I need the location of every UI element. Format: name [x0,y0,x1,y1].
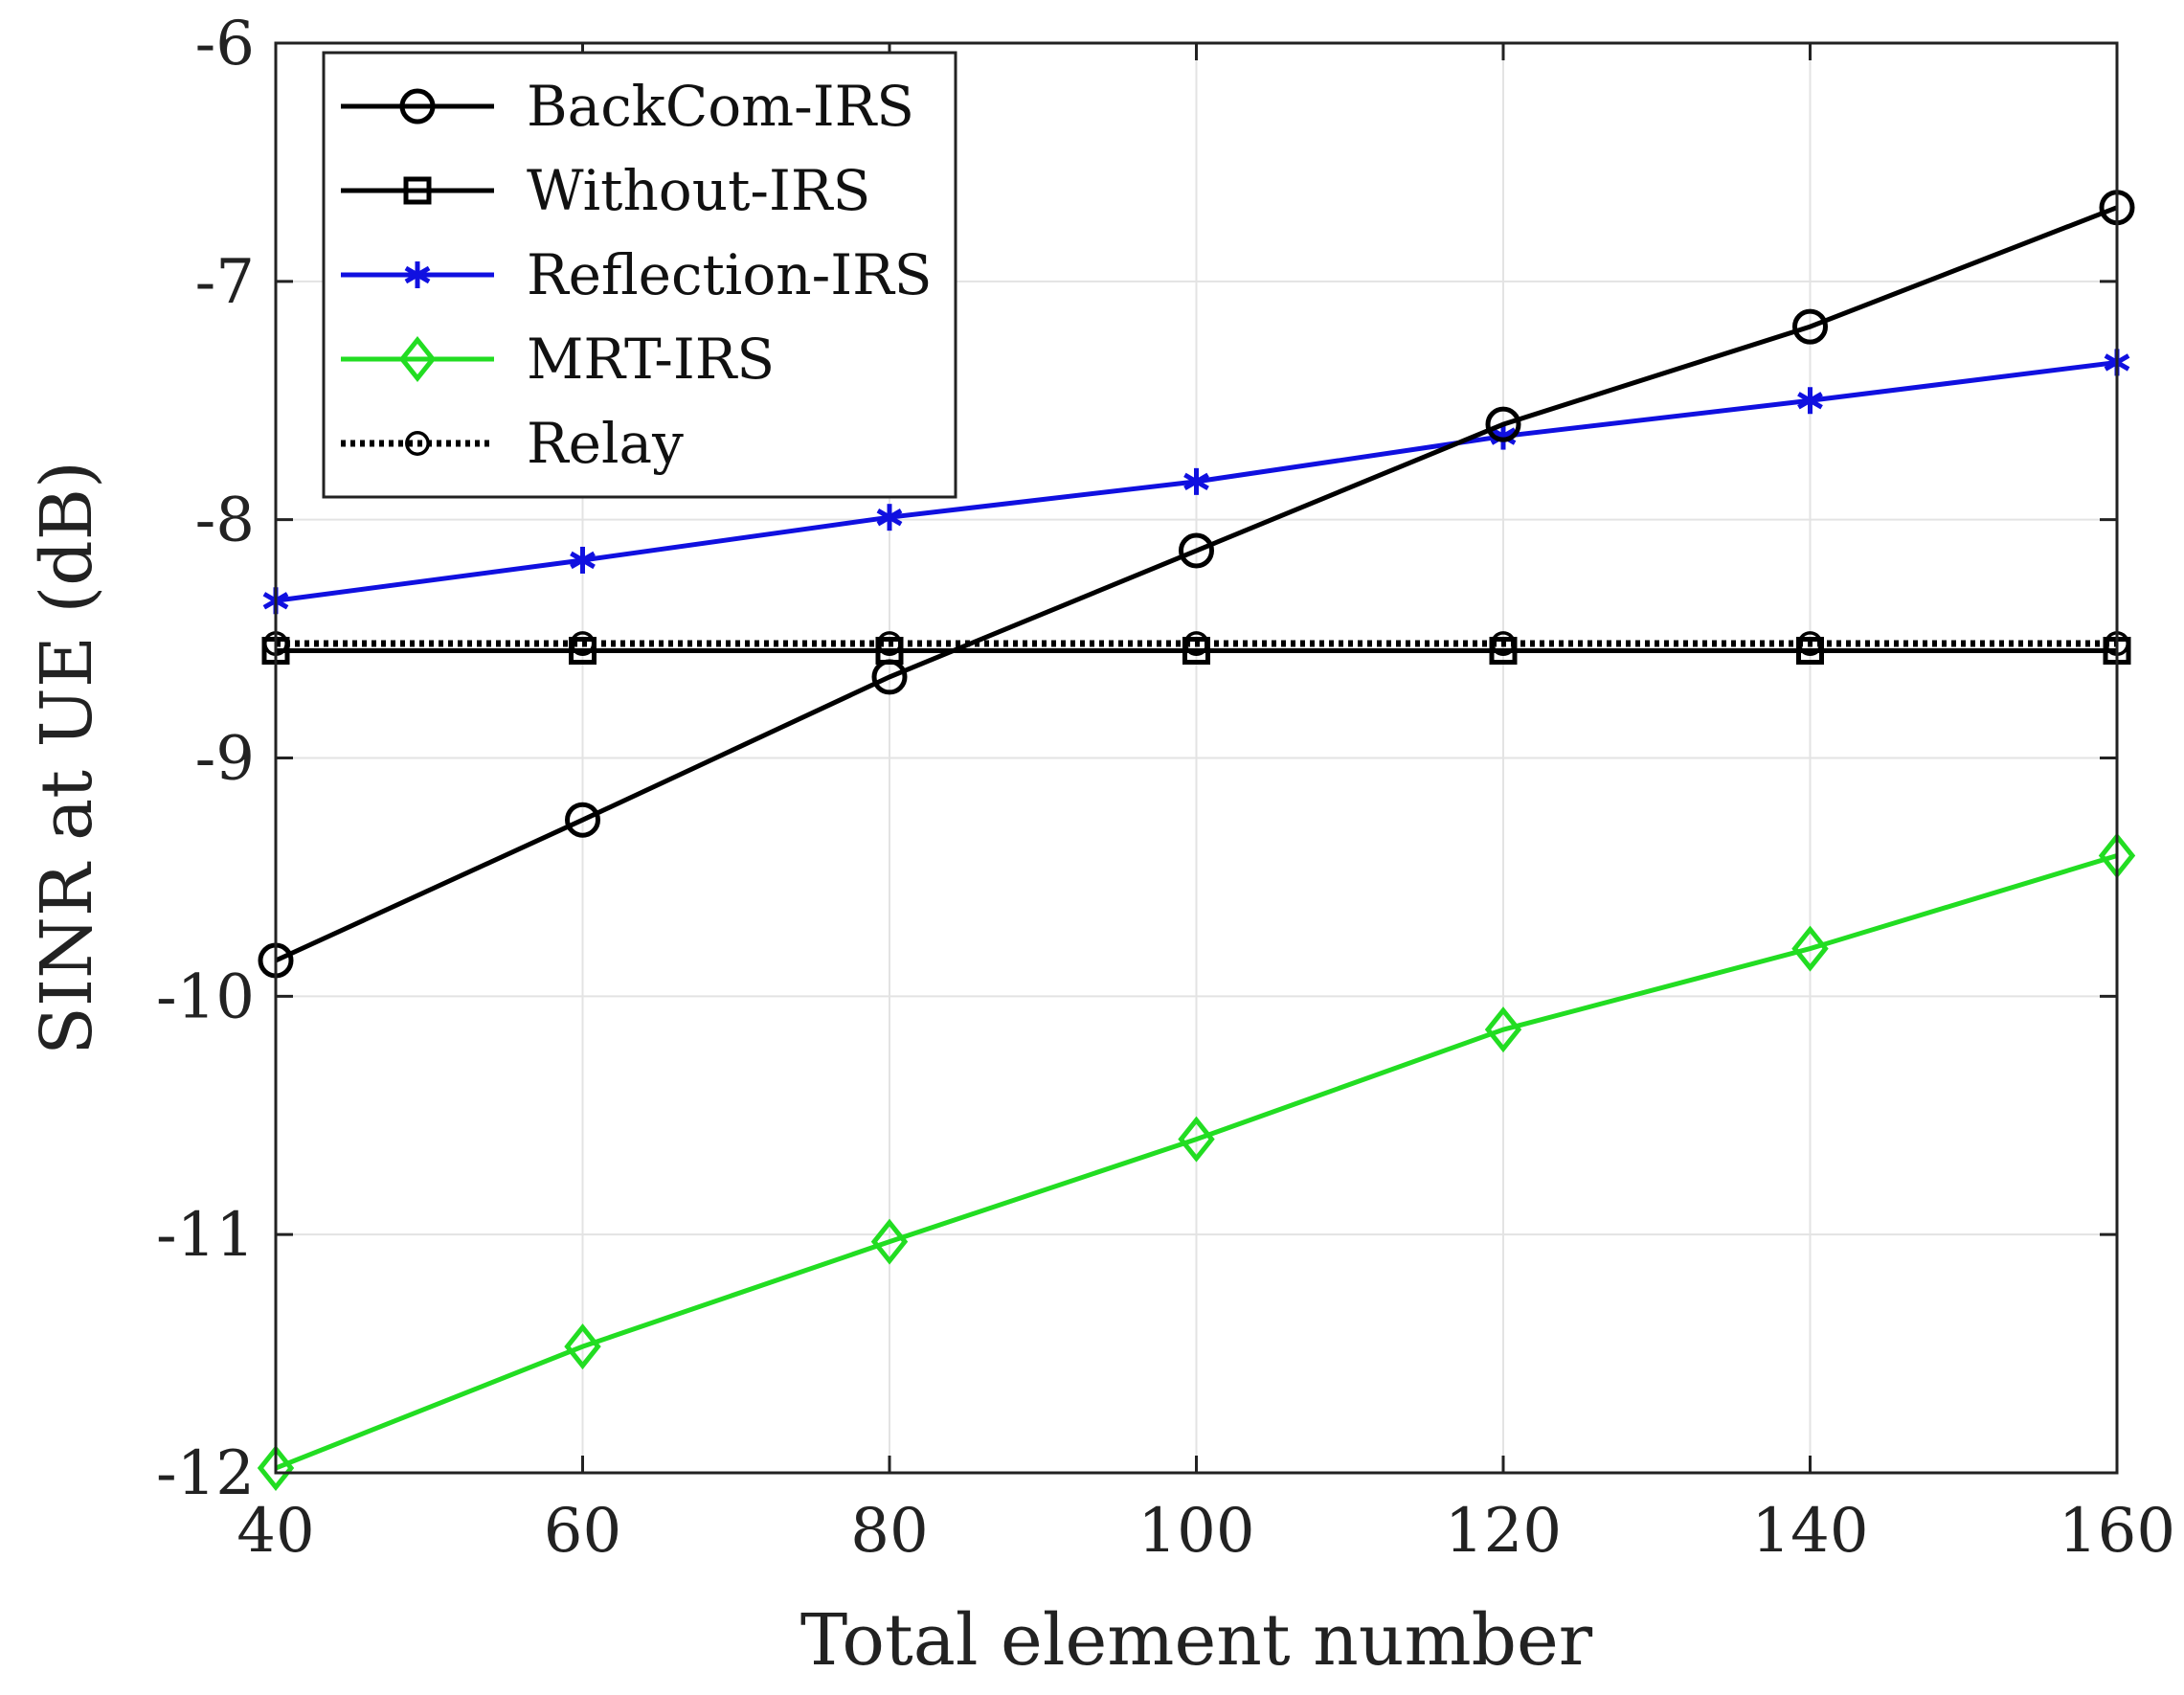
x-tick-label: 60 [544,1496,621,1567]
marker-square [569,637,597,666]
marker-circle [1792,308,1828,345]
y-tick-label: -9 [195,724,255,795]
marker-asterisk [1490,422,1517,450]
marker-asterisk [570,546,596,574]
y-axis-title: SINR at UE (dB) [26,461,108,1055]
marker-diamond [1484,1006,1522,1053]
marker-diamond [1791,925,1829,972]
marker-square [1182,637,1210,666]
marker-circle [405,431,430,456]
y-tick-label: -12 [156,1438,255,1509]
marker-asterisk [1797,387,1823,415]
marker-circle [565,802,600,838]
marker-circle [1179,532,1214,569]
legend-item: Reflection-IRS [341,242,933,307]
marker-asterisk [876,504,903,531]
x-axis-title: Total element number [800,1599,1593,1682]
x-tick-label: 100 [1137,1496,1254,1567]
legend-label: Without-IRS [527,158,870,223]
x-tick-label: 80 [850,1496,928,1567]
series-line [274,205,2118,963]
marker-diamond [564,1323,601,1370]
legend-item: MRT-IRS [341,327,775,392]
y-tick-label: -10 [156,961,255,1032]
legend-item: Relay [341,411,684,476]
marker-circle [871,659,908,695]
y-tick-label: -11 [156,1200,255,1271]
legend-label: MRT-IRS [527,327,775,392]
axis-ticks: 40 60 80 100 120 140 160 -12 -11 -10 -9 -8 -7 -6 [156,9,2175,1567]
y-tick-label: -6 [195,9,255,79]
marker-square [1489,637,1518,666]
plot-series [257,190,2136,1492]
series-backcom-irs [258,190,2135,979]
legend: BackCom-IRS Without-IRS Reflection-IRS MRT-… [322,51,957,499]
marker-circle [1485,406,1521,442]
marker-diamond [870,1218,909,1265]
legend-item: Without-IRS [341,158,870,223]
marker-circle [399,88,436,124]
legend-label: BackCom-IRS [527,74,914,139]
legend-item: BackCom-IRS [341,74,914,139]
x-tick-label: 140 [1751,1496,1868,1567]
marker-diamond [257,1445,295,1492]
marker-diamond [1178,1116,1215,1163]
marker-square [1796,637,1824,666]
x-tick-label: 120 [1445,1496,1562,1567]
series-line [275,853,2118,1471]
legend-label: Relay [527,411,684,476]
marker-asterisk [1183,467,1209,495]
y-tick-label: -7 [195,247,255,318]
y-tick-label: -8 [195,486,255,556]
x-tick-label: 40 [236,1496,314,1567]
marker-asterisk [404,261,431,288]
marker-diamond [398,335,437,383]
marker-square [403,176,432,205]
legend-label: Reflection-IRS [527,242,933,307]
x-tick-label: 160 [2059,1496,2175,1567]
